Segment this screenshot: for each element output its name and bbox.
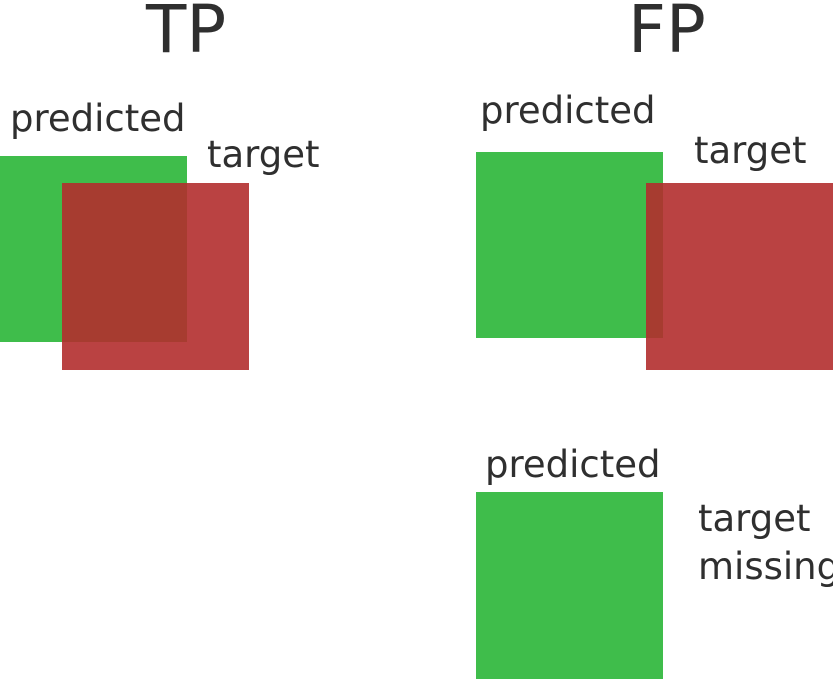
fp-missing-target-label-line1: target xyxy=(698,497,811,540)
fp-predicted-label: predicted xyxy=(480,89,656,132)
fp-heading: FP xyxy=(628,0,706,68)
tp-target-label: target xyxy=(207,133,320,176)
tp-predicted-label: predicted xyxy=(10,97,186,140)
fp-missing-target-label-line2: missing xyxy=(698,545,833,588)
fp-target-box xyxy=(646,183,833,370)
tp-heading: TP xyxy=(146,0,227,68)
fp-predicted-box xyxy=(476,152,663,338)
fp-missing-predicted-label: predicted xyxy=(485,443,661,486)
tp-target-box xyxy=(62,183,249,370)
fp-missing-predicted-box xyxy=(476,492,663,679)
fp-target-label: target xyxy=(694,129,807,172)
